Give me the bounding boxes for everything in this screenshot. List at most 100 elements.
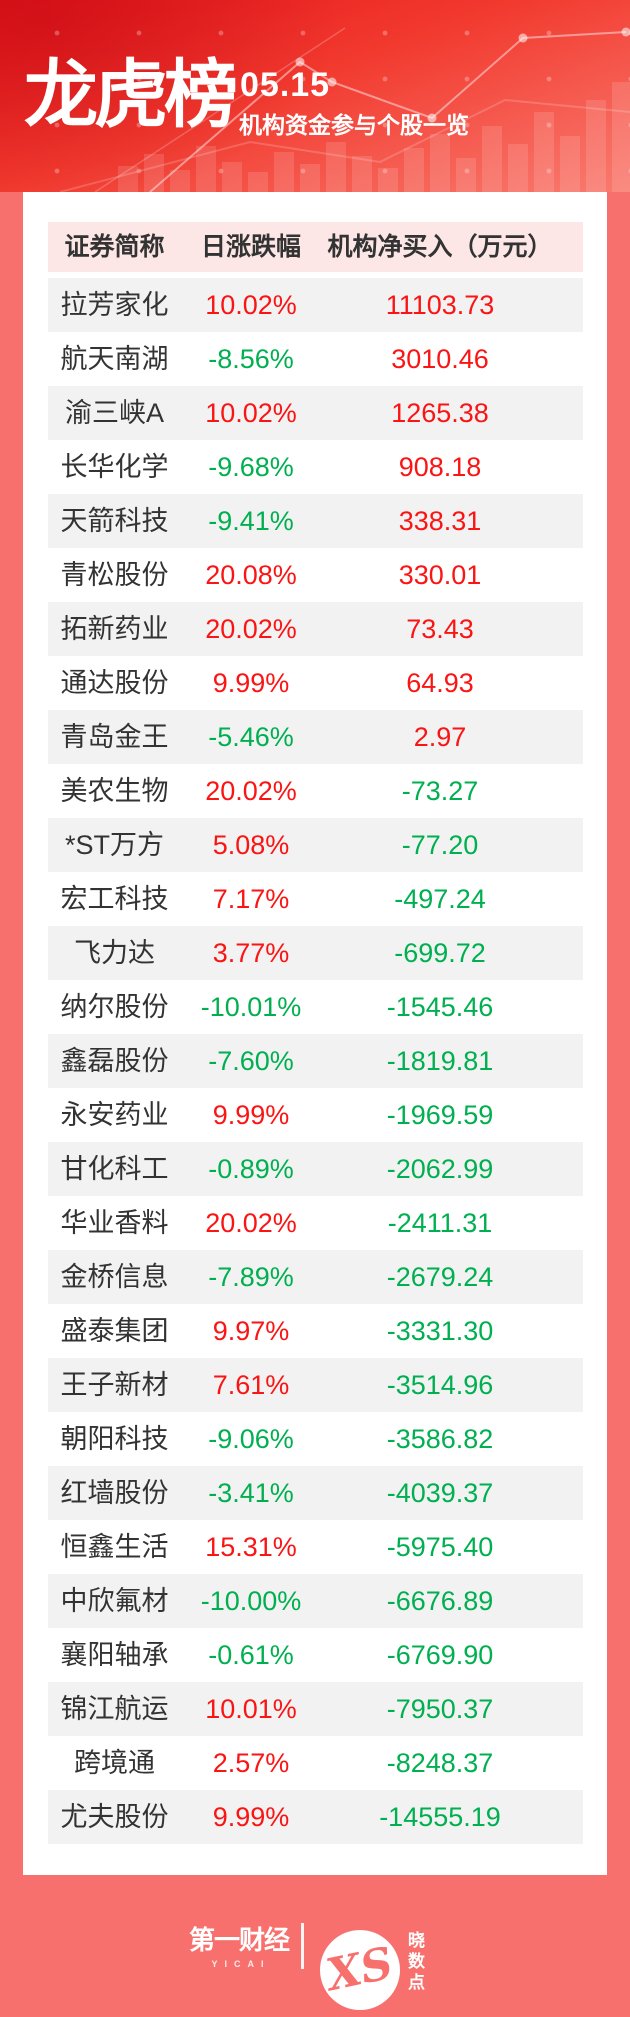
table-row: 金桥信息 -7.89% -2679.24	[48, 1250, 583, 1304]
cell-net: -8248.37	[386, 1747, 494, 1778]
cell-net: 908.18	[398, 451, 482, 482]
cell-change: -9.06%	[208, 1423, 294, 1454]
cell-name: 甘化科工	[60, 1153, 169, 1184]
cell-name: 拓新药业	[60, 613, 169, 644]
cell-name: 青松股份	[60, 559, 169, 590]
table-row: 长华化学 -9.68% 908.18	[48, 440, 583, 494]
cell-change: -8.56%	[208, 343, 294, 374]
cell-change: -0.61%	[208, 1639, 294, 1670]
cell-name: *ST万方	[64, 829, 164, 860]
table-row: 恒鑫生活 15.31% -5975.40	[48, 1520, 583, 1574]
banner-dot-grid-decoration	[0, 0, 630, 192]
cell-name: 华业香料	[60, 1207, 169, 1238]
header-banner: 龙虎榜 05.15 机构资金参与个股一览	[0, 0, 630, 192]
cell-name: 宏工科技	[60, 883, 169, 914]
table-row: 青岛金王 -5.46% 2.97	[48, 710, 583, 764]
cell-change: -10.00%	[200, 1585, 302, 1616]
table-row: 拓新药业 20.02% 73.43	[48, 602, 583, 656]
cell-change: -9.68%	[208, 451, 294, 482]
table-header-row: 证券简称 日涨跌幅 机构净买入（万元）	[48, 222, 583, 272]
cell-net: 64.93	[406, 667, 474, 698]
cell-name: 天箭科技	[60, 505, 169, 536]
cell-change: -9.41%	[208, 505, 294, 536]
cell-net: 330.01	[398, 559, 482, 590]
cell-net: -2062.99	[386, 1153, 494, 1184]
cell-net: -4039.37	[386, 1477, 494, 1508]
table-row: 尤夫股份 9.99% -14555.19	[48, 1790, 583, 1844]
banner-swoosh-decoration	[0, 0, 380, 192]
cell-name: 永安药业	[60, 1099, 169, 1130]
cell-change: 20.02%	[205, 613, 297, 644]
cell-net: 338.31	[398, 505, 482, 536]
cell-change: -10.01%	[200, 991, 302, 1022]
yicai-logo-text: 第一财经	[188, 1925, 290, 1955]
cell-name: 纳尔股份	[60, 991, 169, 1022]
cell-change: 9.99%	[212, 667, 290, 698]
table-row: 拉芳家化 10.02% 11103.73	[48, 278, 583, 332]
cell-net: 1265.38	[391, 397, 489, 428]
cell-net: -3586.82	[386, 1423, 494, 1454]
cell-name: 红墙股份	[60, 1477, 169, 1508]
footer: 第一财经 YICAI XS 晓数点	[0, 1875, 630, 2017]
cell-name: 通达股份	[60, 667, 169, 698]
cell-net: -1819.81	[386, 1045, 494, 1076]
table-body: 拉芳家化 10.02% 11103.73 航天南湖 -8.56% 3010.46 渝三峡A 1…	[48, 278, 583, 1844]
cell-net: -2411.31	[387, 1207, 493, 1238]
cell-net: 11103.73	[385, 289, 495, 320]
cell-change: -0.89%	[208, 1153, 294, 1184]
table-row: 渝三峡A 10.02% 1265.38	[48, 386, 583, 440]
table-row: 王子新材 7.61% -3514.96	[48, 1358, 583, 1412]
stock-table: 证券简称 日涨跌幅 机构净买入（万元） 拉芳家化 10.02% 11103.73 航天…	[48, 222, 583, 1844]
cell-change: 9.97%	[212, 1315, 290, 1346]
xiaoshudian-name: 晓数点	[405, 1931, 424, 1994]
column-header-name: 证券简称	[64, 232, 165, 261]
cell-change: 2.57%	[212, 1747, 290, 1778]
table-row: 襄阳轴承 -0.61% -6769.90	[48, 1628, 583, 1682]
table-row: 华业香料 20.02% -2411.31	[48, 1196, 583, 1250]
cell-name: 鑫磊股份	[60, 1045, 169, 1076]
table-card: 证券简称 日涨跌幅 机构净买入（万元） 拉芳家化 10.02% 11103.73 航天…	[23, 192, 607, 1875]
table-row: 天箭科技 -9.41% 338.31	[48, 494, 583, 548]
page-title: 龙虎榜	[24, 53, 238, 136]
yicai-logo-romanized: YICAI	[211, 1959, 271, 1969]
table-row: 红墙股份 -3.41% -4039.37	[48, 1466, 583, 1520]
cell-name: 朝阳科技	[60, 1423, 169, 1454]
xiaoshudian-logo-icon: XS	[320, 1930, 400, 2010]
yicai-logo: 第一财经 YICAI	[184, 1927, 294, 1969]
page-date: 05.15	[240, 66, 331, 104]
cell-name: 青岛金王	[60, 721, 169, 752]
cell-change: 20.02%	[205, 775, 297, 806]
cell-change: 7.61%	[212, 1369, 290, 1400]
cell-net: -6769.90	[386, 1639, 494, 1670]
column-header-net: 机构净买入（万元）	[327, 232, 553, 261]
table-row: 飞力达 3.77% -699.72	[48, 926, 583, 980]
cell-name: 航天南湖	[60, 343, 169, 374]
table-row: 永安药业 9.99% -1969.59	[48, 1088, 583, 1142]
cell-change: 10.02%	[205, 289, 297, 320]
cell-net: -1545.46	[386, 991, 494, 1022]
cell-change: 7.17%	[212, 883, 290, 914]
cell-net: -6676.89	[386, 1585, 494, 1616]
cell-name: 金桥信息	[60, 1261, 169, 1292]
cell-name: 拉芳家化	[60, 289, 169, 320]
cell-change: 3.77%	[212, 937, 290, 968]
cell-name: 中欣氟材	[60, 1585, 169, 1616]
table-row: 纳尔股份 -10.01% -1545.46	[48, 980, 583, 1034]
cell-name: 盛泰集团	[60, 1315, 169, 1346]
cell-change: 5.08%	[212, 829, 290, 860]
table-row: 中欣氟材 -10.00% -6676.89	[48, 1574, 583, 1628]
cell-name: 襄阳轴承	[60, 1639, 169, 1670]
footer-divider	[301, 1923, 304, 1969]
cell-net: 73.43	[406, 613, 474, 644]
cell-change: -7.60%	[208, 1045, 294, 1076]
cell-net: -2679.24	[386, 1261, 494, 1292]
cell-name: 尤夫股份	[60, 1801, 169, 1832]
column-header-change: 日涨跌幅	[200, 232, 301, 261]
table-row: 宏工科技 7.17% -497.24	[48, 872, 583, 926]
cell-net: -77.20	[401, 829, 479, 860]
cell-name: 锦江航运	[60, 1693, 169, 1724]
cell-net: -1969.59	[386, 1099, 494, 1130]
cell-change: 20.08%	[205, 559, 297, 590]
cell-change: 20.02%	[205, 1207, 297, 1238]
table-row: 航天南湖 -8.56% 3010.46	[48, 332, 583, 386]
